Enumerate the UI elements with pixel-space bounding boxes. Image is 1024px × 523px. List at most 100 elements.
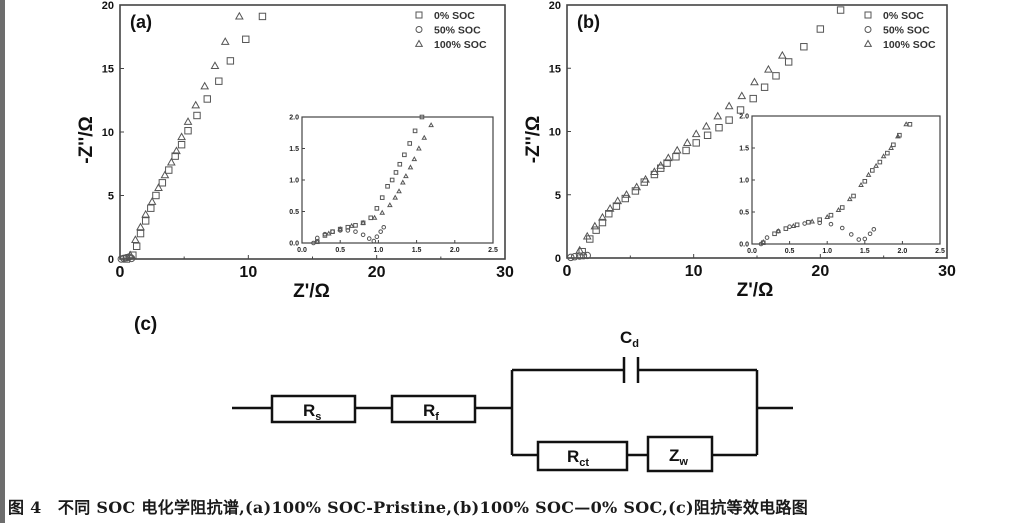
inset-data-point — [407, 141, 413, 146]
inset-plot: 0.0 0.5 1.0 1.5 2.0 2.5 0.0 0.5 1.0 1.5 2.0 — [289, 115, 498, 255]
inset-x-tick-label: 0.5 — [785, 248, 795, 255]
inset-y-tick-label: 2.0 — [289, 115, 299, 122]
data-point — [125, 250, 135, 259]
inset-data-point — [783, 226, 789, 231]
data-point — [701, 121, 711, 130]
data-point — [127, 254, 136, 263]
inset-data-point — [862, 178, 868, 184]
inset-x-tick-label: 1.0 — [374, 247, 384, 254]
inset-y-tick-label: 2.0 — [739, 114, 749, 121]
inset-data-point — [895, 133, 901, 139]
data-point — [592, 226, 600, 234]
x-tick-label: 10 — [239, 264, 257, 281]
data-point — [191, 100, 201, 109]
series-0-soc — [578, 6, 845, 256]
inset-data-point — [880, 153, 887, 159]
inset-data-point — [794, 222, 800, 228]
inset-data-point — [325, 230, 332, 236]
label-rf: Rf — [423, 401, 439, 423]
inset-data-point — [360, 219, 366, 225]
inset-data-point — [903, 121, 909, 127]
data-point — [750, 77, 759, 86]
inset-data-point — [871, 226, 877, 232]
legend-entry: 50% SOC — [883, 25, 930, 37]
data-point — [737, 91, 747, 100]
data-point — [160, 170, 170, 179]
label-cd: Cd — [620, 328, 639, 350]
inset-series-100-soc — [760, 121, 909, 245]
data-point — [672, 145, 682, 154]
inset-y-tick-label: 1.0 — [289, 178, 299, 185]
data-point — [631, 187, 640, 195]
inset-data-point — [337, 226, 344, 232]
inset-data-point — [314, 238, 321, 244]
inset-data-point — [828, 221, 834, 227]
x-tick-label: 10 — [685, 263, 703, 280]
inset-x-tick-label: 2.0 — [450, 247, 460, 254]
inset-data-point — [411, 156, 418, 162]
chart-a: 0 10 20 30 0 5 10 15 20 Z'/Ω -Z''/Ω (a) 0% SOC 50% SO… — [76, 0, 514, 302]
y-tick-label: 20 — [102, 0, 114, 12]
inset-plot: 0.0 0.5 1.0 1.5 2.0 2.5 0.0 0.5 1.0 1.5 2.0 — [739, 114, 945, 256]
data-point — [158, 179, 167, 187]
inset-data-point — [846, 196, 853, 202]
data-point — [613, 196, 623, 205]
inset-data-point — [888, 144, 894, 150]
data-point — [141, 209, 151, 218]
data-point — [575, 245, 585, 254]
inset-data-point — [802, 221, 807, 226]
data-point — [691, 129, 701, 138]
series-0-soc — [122, 12, 267, 263]
inset-data-point — [421, 134, 428, 140]
inset-data-point — [848, 232, 854, 237]
x-tick-label: 20 — [811, 263, 829, 280]
data-point — [165, 166, 173, 174]
legend-marker-square — [864, 11, 872, 19]
data-point — [132, 242, 141, 251]
inset-y-tick-label: 1.5 — [739, 146, 749, 153]
inset-data-point — [760, 238, 767, 245]
data-point — [129, 251, 137, 259]
series-50-soc — [117, 253, 136, 263]
inset-y-tick-label: 1.0 — [739, 178, 749, 185]
inset-data-point — [858, 182, 864, 188]
data-point — [598, 218, 607, 227]
data-point — [582, 231, 592, 240]
legend-marker-square — [415, 11, 423, 19]
inset-data-point — [428, 122, 434, 128]
panel-label-c: (c) — [134, 314, 157, 335]
y-axis-label: -Z''/Ω — [76, 116, 97, 163]
data-point — [836, 6, 845, 14]
inset-x-tick-label: 0.5 — [335, 247, 345, 254]
inset-data-point — [873, 162, 879, 168]
inset-data-point — [402, 152, 407, 158]
data-point — [183, 117, 193, 125]
inset-data-point — [877, 159, 883, 165]
inset-x-tick-label: 1.5 — [860, 248, 870, 255]
x-tick-label: 0 — [116, 264, 125, 281]
data-point — [641, 174, 650, 183]
inset-frame — [301, 116, 494, 244]
inset-data-point — [419, 114, 425, 120]
data-point — [621, 194, 629, 203]
x-tick-label: 0 — [563, 263, 572, 280]
data-point — [736, 106, 745, 114]
y-tick-label: 10 — [102, 127, 114, 139]
inset-data-point — [790, 222, 797, 229]
resistor-rf — [390, 394, 477, 424]
data-point — [605, 210, 613, 218]
data-point — [692, 139, 700, 147]
series-100-soc — [125, 11, 244, 259]
inset-data-point — [839, 225, 845, 231]
x-tick-label: 30 — [938, 263, 956, 280]
inset-data-point — [389, 177, 395, 183]
inset-data-point — [360, 232, 366, 238]
data-point — [210, 61, 220, 70]
inset-x-tick-label: 0.0 — [297, 247, 307, 254]
data-point — [713, 111, 723, 120]
data-point — [154, 183, 163, 191]
data-point — [567, 253, 575, 262]
y-tick-label: 15 — [102, 64, 114, 76]
data-point — [598, 212, 607, 221]
data-point — [760, 83, 769, 91]
